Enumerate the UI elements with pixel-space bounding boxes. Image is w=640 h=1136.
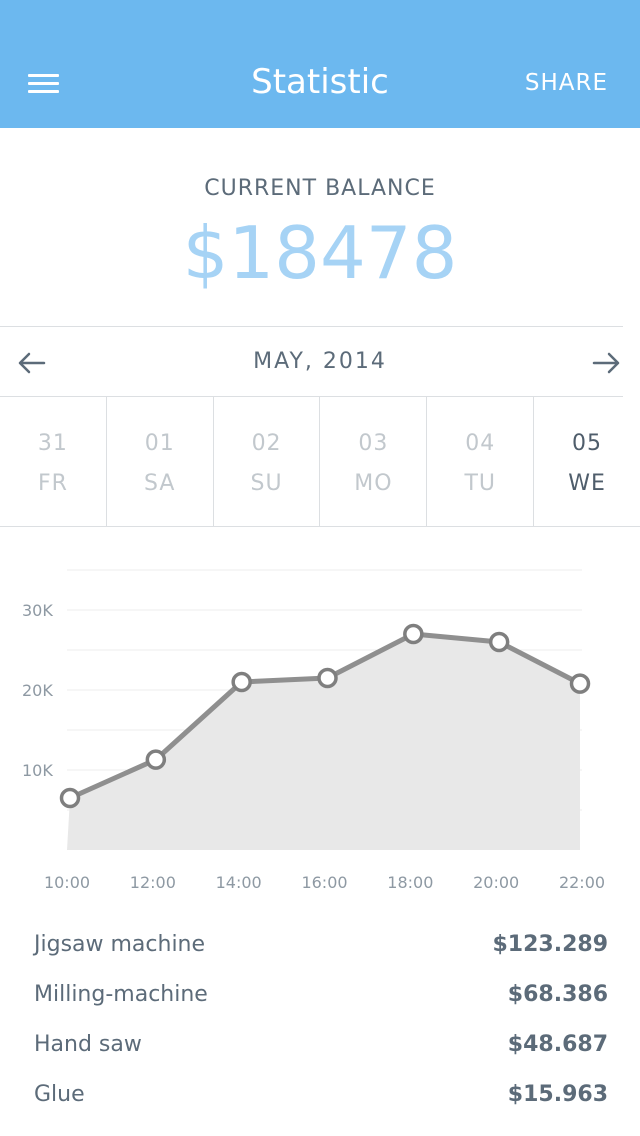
y-tick-label: 20K: [22, 681, 53, 700]
x-tick-label: 12:00: [130, 873, 176, 892]
item-amount: $15.963: [507, 1082, 608, 1107]
menu-icon[interactable]: [22, 66, 66, 102]
x-tick-label: 14:00: [216, 873, 262, 892]
day-cell[interactable]: 03 MO: [320, 397, 428, 526]
month-selector: MAY, 2014: [0, 326, 623, 397]
balance-label: CURRENT BALANCE: [204, 176, 436, 201]
data-point: [231, 671, 252, 693]
item-name: Glue: [34, 1082, 85, 1107]
data-point: [488, 631, 510, 653]
x-tick-label: 10:00: [44, 873, 90, 892]
data-point: [59, 787, 81, 809]
day-name: SA: [144, 471, 176, 496]
share-button[interactable]: SHARE: [524, 70, 608, 96]
arrow-right-icon[interactable]: [590, 347, 622, 379]
item-name: Hand saw: [34, 1032, 142, 1057]
y-tick-label: 30K: [22, 601, 53, 620]
day-cell[interactable]: 05 WE: [534, 397, 640, 526]
day-name: WE: [568, 471, 606, 496]
balance-value: $18478: [182, 211, 458, 295]
list-item[interactable]: Jigsaw machine $123.289: [0, 920, 640, 970]
arrow-left-icon[interactable]: [16, 347, 48, 379]
day-name: SU: [250, 471, 283, 496]
day-selector: 31 FR 01 SA 02 SU 03 MO 04 TU 05 WE: [0, 397, 640, 527]
item-amount: $123.289: [492, 932, 608, 957]
data-point: [403, 623, 424, 645]
day-cell[interactable]: 02 SU: [214, 397, 321, 526]
day-number: 02: [251, 431, 282, 456]
item-name: Jigsaw machine: [34, 932, 206, 957]
item-amount: $48.687: [507, 1032, 608, 1057]
day-number: 05: [572, 431, 603, 456]
x-tick-label: 16:00: [301, 873, 347, 892]
list-item[interactable]: Hand saw $48.687: [0, 1020, 640, 1070]
items-list: Jigsaw machine $123.289 Milling-machine …: [0, 920, 640, 1120]
x-tick-label: 18:00: [387, 873, 433, 892]
month-label: MAY, 2014: [253, 349, 387, 374]
list-item[interactable]: Milling-machine $68.386: [0, 970, 640, 1020]
data-point: [145, 749, 167, 770]
app-bar: Statistic SHARE: [0, 0, 640, 128]
day-cell[interactable]: 31 FR: [0, 397, 107, 526]
item-amount: $68.386: [507, 982, 608, 1007]
day-name: TU: [464, 471, 496, 496]
data-point: [317, 667, 338, 689]
day-cell[interactable]: 01 SA: [107, 397, 214, 526]
balance-chart: 10K 20K 30K 10:00 12:00 14:00 16:00 18:00 20:00 2…: [22, 569, 605, 892]
page-title: Statistic: [251, 62, 389, 102]
x-tick-label: 20:00: [473, 873, 519, 892]
day-number: 04: [465, 431, 496, 456]
x-tick-label: 22:00: [559, 873, 605, 892]
day-number: 01: [144, 431, 175, 456]
item-name: Milling-machine: [34, 982, 208, 1007]
day-number: 31: [37, 431, 68, 456]
y-tick-label: 10K: [22, 761, 53, 780]
day-cell[interactable]: 04 TU: [427, 397, 535, 526]
list-item[interactable]: Glue $15.963: [0, 1070, 640, 1120]
day-number: 03: [358, 431, 389, 456]
data-point: [569, 673, 591, 694]
day-name: FR: [37, 471, 68, 496]
day-name: MO: [354, 471, 393, 496]
chart-area: [67, 634, 580, 850]
